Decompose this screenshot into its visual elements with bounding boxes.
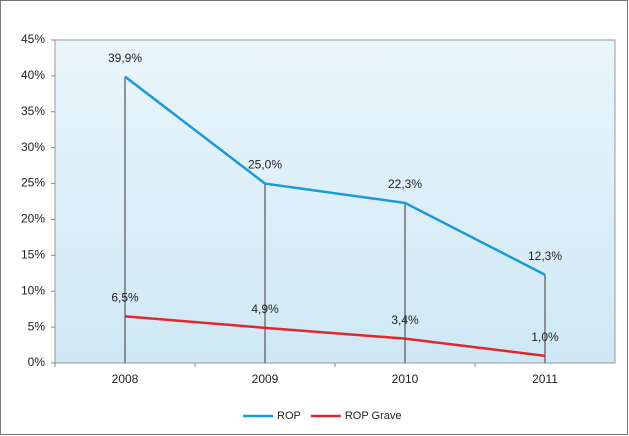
- y-tick-label: 45%: [21, 32, 45, 46]
- series-line: [124, 315, 546, 358]
- data-label: 3,4%: [391, 313, 419, 327]
- y-tick-label: 40%: [21, 68, 45, 82]
- x-tick-label: 2010: [392, 372, 419, 386]
- x-tick-label: 2011: [532, 372, 558, 386]
- series-line: [124, 75, 546, 276]
- data-label: 25,0%: [248, 158, 282, 172]
- data-label: 22,3%: [388, 177, 422, 191]
- x-tick-label: 2009: [252, 372, 279, 386]
- y-tick-label: 35%: [21, 104, 45, 118]
- x-tick-label: 2008: [112, 372, 139, 386]
- legend-label: ROP Grave: [345, 410, 402, 422]
- y-tick-label: 0%: [28, 355, 46, 369]
- y-tick-label: 20%: [21, 212, 45, 226]
- data-label: 4,9%: [251, 302, 279, 316]
- y-tick-label: 25%: [21, 176, 45, 190]
- legend-label: ROP: [277, 410, 301, 422]
- data-label: 1,0%: [531, 330, 559, 344]
- data-label: 12,3%: [528, 249, 562, 263]
- data-label: 6,5%: [111, 291, 139, 305]
- y-tick-label: 30%: [21, 140, 45, 154]
- y-tick-label: 15%: [21, 248, 45, 262]
- y-tick-label: 5%: [28, 319, 46, 333]
- data-label: 39,9%: [108, 51, 142, 65]
- y-tick-label: 10%: [21, 283, 45, 297]
